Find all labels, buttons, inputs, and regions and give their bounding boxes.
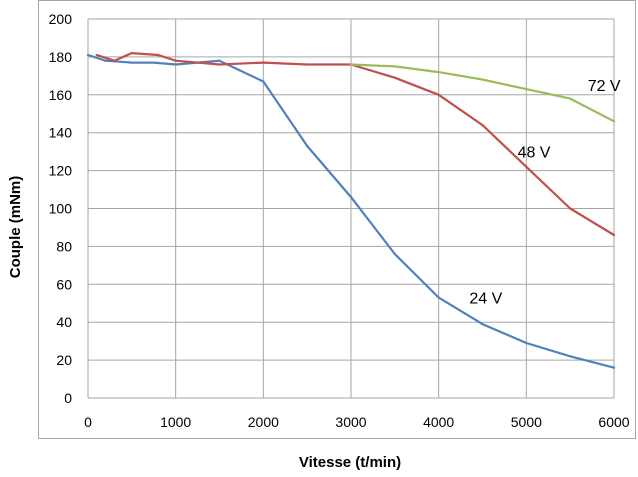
- series-label: 24 V: [469, 290, 502, 307]
- series-label: 72 V: [588, 78, 621, 95]
- x-tick-label: 2000: [248, 414, 279, 430]
- data-point: [393, 252, 396, 256]
- data-point: [569, 207, 572, 210]
- data-point: [481, 124, 484, 127]
- grid: [87, 18, 615, 399]
- data-point: [437, 93, 440, 96]
- data-point: [349, 196, 353, 199]
- data-point: [569, 355, 572, 358]
- data-point: [152, 61, 155, 64]
- x-tick-label: 0: [84, 414, 92, 430]
- data-point: [481, 322, 484, 326]
- y-tick-label: 80: [56, 238, 72, 254]
- data-point: [306, 144, 309, 148]
- x-axis-title: Vitesse (t/min): [299, 454, 401, 471]
- series-label: 48 V: [518, 144, 551, 161]
- data-point: [569, 97, 572, 100]
- data-point: [262, 61, 265, 64]
- x-tick-label: 1000: [160, 414, 191, 430]
- x-axis-ticks: 0 1000 2000 3000 4000 5000 6000: [84, 414, 630, 430]
- data-point: [437, 296, 440, 299]
- data-point: [525, 88, 528, 91]
- y-tick-label: 140: [49, 125, 73, 141]
- y-tick-label: 120: [49, 163, 73, 179]
- y-axis-ticks: 0 20 40 60 80 100 120 140 160 180 200: [49, 11, 73, 406]
- data-point: [262, 80, 265, 83]
- data-point: [218, 63, 221, 66]
- data-point: [612, 233, 616, 237]
- data-point: [612, 120, 616, 123]
- x-tick-label: 3000: [335, 414, 366, 430]
- data-point: [306, 63, 309, 66]
- data-point: [130, 52, 133, 55]
- data-point: [95, 53, 98, 57]
- data-point: [525, 165, 528, 168]
- y-tick-label: 20: [56, 352, 72, 368]
- series: [86, 51, 616, 369]
- data-point: [393, 76, 396, 79]
- data-point: [612, 366, 616, 369]
- y-tick-label: 0: [64, 390, 72, 406]
- y-tick-label: 160: [49, 87, 73, 103]
- data-point: [437, 70, 440, 74]
- data-point: [481, 78, 484, 81]
- data-point: [393, 65, 396, 68]
- data-point: [218, 59, 221, 62]
- data-point: [86, 53, 90, 57]
- x-tick-label: 5000: [511, 414, 542, 430]
- y-tick-label: 60: [56, 276, 72, 292]
- y-tick-label: 180: [49, 49, 73, 65]
- x-tick-label: 6000: [598, 414, 629, 430]
- series-line-72v: [349, 63, 616, 123]
- data-point: [113, 59, 116, 62]
- data-point: [349, 63, 353, 66]
- data-point: [130, 61, 133, 64]
- y-tick-label: 100: [49, 201, 73, 217]
- y-tick-label: 200: [49, 11, 73, 27]
- series-line-24v: [86, 53, 616, 369]
- data-point: [157, 53, 160, 57]
- data-point: [104, 59, 107, 62]
- data-point: [525, 341, 528, 345]
- series-labels: 24 V 48 V 72 V: [469, 78, 621, 307]
- chart-frame: [38, 0, 636, 439]
- x-tick-label: 4000: [423, 414, 454, 430]
- data-point: [174, 59, 177, 62]
- data-point: [174, 63, 177, 66]
- y-axis-title: Couple (mNm): [7, 176, 24, 279]
- y-tick-label: 40: [56, 314, 72, 330]
